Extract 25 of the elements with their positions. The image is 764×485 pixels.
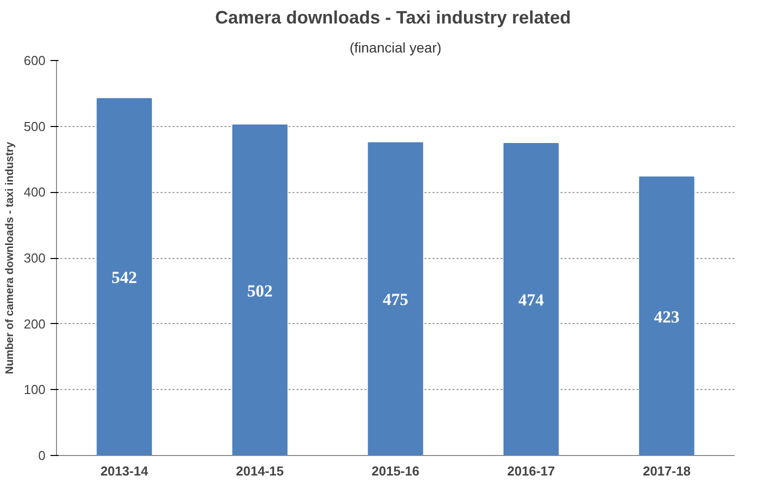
data-label: 475: [382, 290, 408, 310]
y-tick-label: 300: [24, 250, 46, 266]
data-label: 423: [654, 307, 680, 326]
y-axis-title: Number of camera downloads - taxi industry: [4, 140, 16, 374]
bar: [503, 142, 559, 456]
y-tick-label: 500: [24, 118, 46, 134]
data-label: 542: [112, 268, 138, 288]
y-tick-label: 400: [24, 184, 46, 200]
chart-subtitle: (financial year): [350, 40, 442, 56]
data-label: 502: [247, 281, 273, 300]
x-tick-label: 2016-17: [507, 464, 555, 478]
y-tick-label: 0: [38, 448, 46, 463]
y-tick-label: 200: [24, 316, 46, 332]
bar: [639, 176, 694, 456]
data-label: 474: [518, 290, 544, 310]
bar: [368, 142, 424, 456]
y-tick-label: 600: [24, 53, 46, 68]
bar: [232, 124, 288, 456]
x-tick-label: 2013-14: [100, 464, 149, 478]
bar: [96, 98, 152, 456]
y-tick-label: 100: [24, 382, 46, 398]
x-tick-label: 2017-18: [642, 464, 691, 478]
x-tick-label: 2014-15: [236, 464, 284, 478]
chart-title: Camera downloads - Taxi industry related: [215, 8, 571, 28]
x-tick-label: 2015-16: [372, 464, 420, 478]
